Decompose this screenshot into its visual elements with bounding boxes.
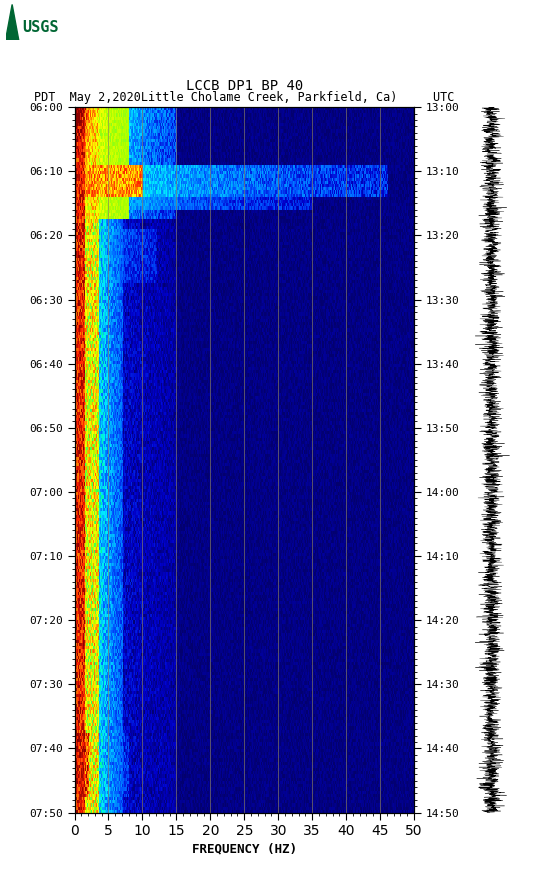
Text: LCCB DP1 BP 40: LCCB DP1 BP 40 bbox=[185, 79, 303, 93]
Text: PDT  May 2,2020Little Cholame Creek, Parkfield, Ca)     UTC: PDT May 2,2020Little Cholame Creek, Park… bbox=[34, 90, 454, 104]
X-axis label: FREQUENCY (HZ): FREQUENCY (HZ) bbox=[192, 843, 297, 855]
Text: USGS: USGS bbox=[22, 21, 59, 35]
Polygon shape bbox=[6, 4, 19, 40]
